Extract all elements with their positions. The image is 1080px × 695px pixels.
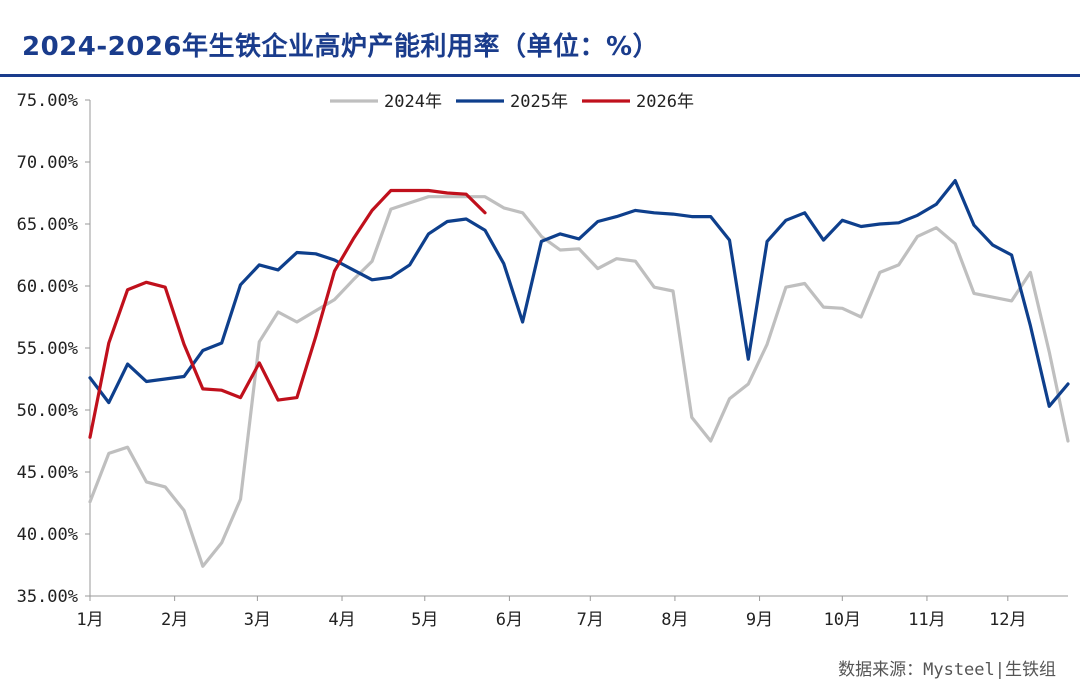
data-source: 数据来源：Mysteel|生铁组	[838, 660, 1056, 680]
x-tick-label: 5月	[411, 610, 438, 630]
y-tick-label: 60.00%	[17, 277, 78, 297]
x-tick-label: 4月	[328, 610, 355, 630]
x-tick-label: 7月	[577, 610, 604, 630]
series-line-2024	[88, 195, 1070, 568]
chart-series-layer	[88, 179, 1070, 568]
legend-label: 2025年	[510, 92, 568, 112]
y-tick-label: 65.00%	[17, 215, 78, 235]
title-bar: 2024-2026年生铁企业高炉产能利用率（单位：%）	[0, 0, 1080, 78]
chart-axes: 35.00% 40.00% 45.00% 50.00% 55.00% 60.00% 65.0…	[17, 91, 1068, 630]
x-tick-label: 12月	[989, 610, 1026, 630]
x-tick-label: 6月	[496, 610, 523, 630]
legend-label: 2024年	[384, 92, 442, 112]
y-tick-label: 50.00%	[17, 401, 78, 421]
y-tick-label: 40.00%	[17, 525, 78, 545]
x-tick-label: 10月	[824, 610, 861, 630]
chart-legend: 2024年 2025年 2026年	[330, 92, 694, 112]
x-tick-label: 11月	[908, 610, 945, 630]
y-tick-label: 75.00%	[17, 91, 78, 111]
x-tick-label: 3月	[244, 610, 271, 630]
x-tick-label: 9月	[746, 610, 773, 630]
title-underline	[0, 74, 1080, 77]
x-tick-label: 8月	[661, 610, 688, 630]
series-line-2025	[88, 179, 1070, 408]
series-line-2026	[88, 188, 487, 439]
y-tick-label: 35.00%	[17, 587, 78, 607]
y-tick-label: 45.00%	[17, 463, 78, 483]
y-tick-label: 70.00%	[17, 153, 78, 173]
legend-label: 2026年	[636, 92, 694, 112]
x-tick-label: 2月	[161, 610, 188, 630]
x-tick-label: 1月	[76, 610, 103, 630]
y-tick-label: 55.00%	[17, 339, 78, 359]
chart-title: 2024-2026年生铁企业高炉产能利用率（单位：%）	[22, 32, 660, 62]
